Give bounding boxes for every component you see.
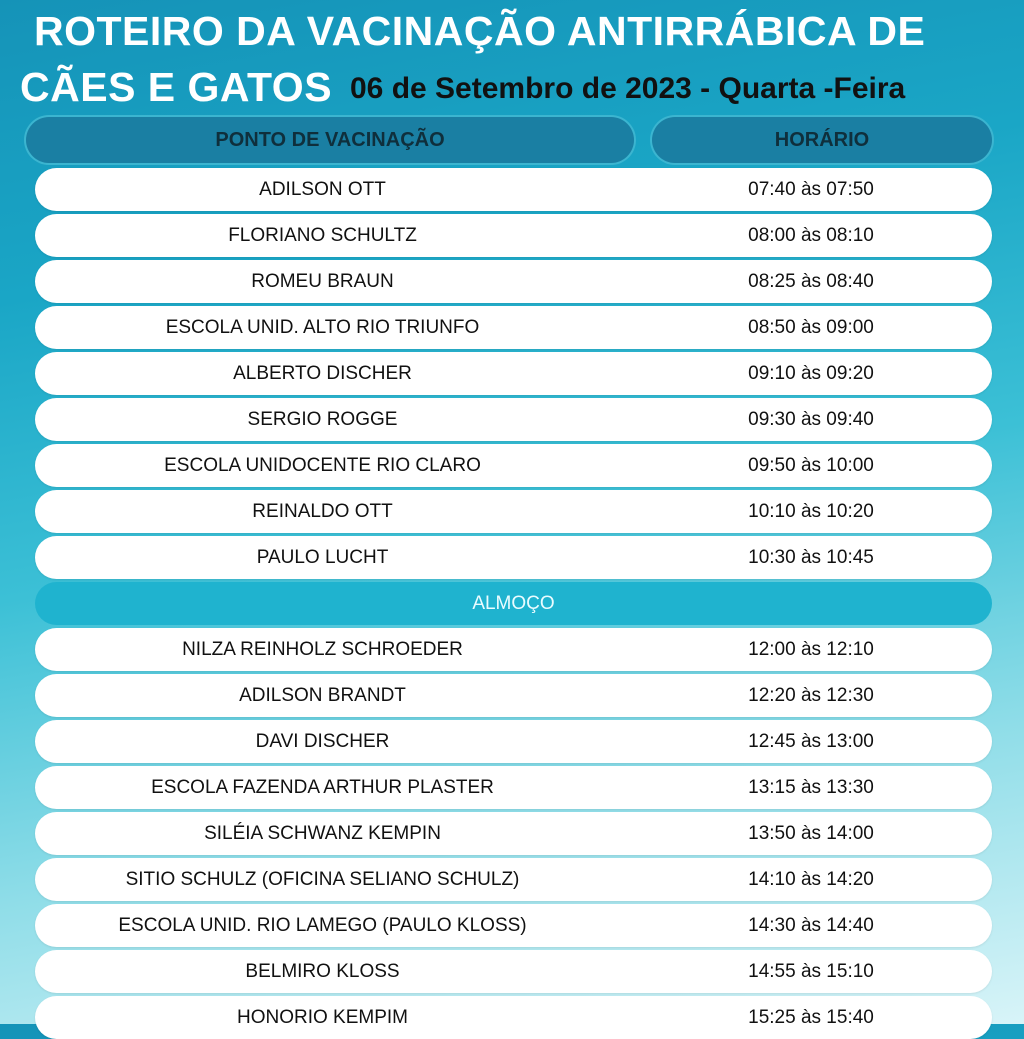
table-row: ESCOLA UNID. RIO LAMEGO (PAULO KLOSS) 14:…: [35, 904, 992, 947]
location-name: ESCOLA UNID. RIO LAMEGO (PAULO KLOSS): [118, 914, 527, 936]
time-range: 14:10 às 14:20: [748, 868, 874, 890]
location-name: ESCOLA UNID. ALTO RIO TRIUNFO: [165, 316, 480, 338]
table-row: FLORIANO SCHULTZ 08:00 às 08:10: [35, 214, 992, 257]
table-row: ALBERTO DISCHER 09:10 às 09:20: [35, 352, 992, 395]
table-row: NILZA REINHOLZ SCHROEDER 12:00 às 12:10: [35, 628, 992, 671]
table-row: ESCOLA UNIDOCENTE RIO CLARO 09:50 às 10:0…: [35, 444, 992, 487]
time-range: 15:25 às 15:40: [748, 1006, 874, 1028]
schedule-table: ADILSON OTT 07:40 às 07:50 FLORIANO SCHULT…: [35, 168, 992, 1039]
table-row: ESCOLA FAZENDA ARTHUR PLASTER 13:15 às 13…: [35, 766, 992, 809]
table-row: ROMEU BRAUN 08:25 às 08:40: [35, 260, 992, 303]
location-name: ADILSON BRANDT: [239, 684, 406, 706]
time-range: 10:30 às 10:45: [748, 546, 874, 568]
time-range: 14:30 às 14:40: [748, 914, 874, 936]
location-name: ALBERTO DISCHER: [233, 362, 412, 384]
time-range: 12:45 às 13:00: [748, 730, 874, 752]
location-name: REINALDO OTT: [252, 500, 393, 522]
time-range: 09:30 às 09:40: [748, 408, 874, 430]
column-header-location: PONTO DE VACINAÇÃO: [26, 117, 634, 163]
location-name: SERGIO ROGGE: [247, 408, 398, 430]
location-name: NILZA REINHOLZ SCHROEDER: [182, 638, 463, 660]
location-name: HONORIO KEMPIM: [236, 1006, 408, 1028]
title-line-1: ROTEIRO DA VACINAÇÃO ANTIRRÁBICA DE: [34, 8, 926, 54]
location-name: SILÉIA SCHWANZ KEMPIN: [204, 822, 441, 844]
location-name: SITIO SCHULZ (OFICINA SELIANO SCHULZ): [125, 868, 520, 890]
table-row: REINALDO OTT 10:10 às 10:20: [35, 490, 992, 533]
table-row: ADILSON OTT 07:40 às 07:50: [35, 168, 992, 211]
time-range: 09:50 às 10:00: [748, 454, 874, 476]
time-range: 08:25 às 08:40: [748, 270, 874, 292]
time-range: 09:10 às 09:20: [748, 362, 874, 384]
column-header-time: HORÁRIO: [652, 117, 992, 163]
table-row: HONORIO KEMPIM 15:25 às 15:40: [35, 996, 992, 1039]
table-row: BELMIRO KLOSS 14:55 às 15:10: [35, 950, 992, 993]
lunch-break-row: ALMOÇO: [35, 582, 992, 625]
table-row: ADILSON BRANDT 12:20 às 12:30: [35, 674, 992, 717]
time-range: 13:15 às 13:30: [748, 776, 874, 798]
time-range: 12:00 às 12:10: [748, 638, 874, 660]
event-date: 06 de Setembro de 2023 - Quarta -Feira: [350, 72, 906, 105]
table-row: SILÉIA SCHWANZ KEMPIN 13:50 às 14:00: [35, 812, 992, 855]
location-name: FLORIANO SCHULTZ: [228, 224, 417, 246]
location-name: BELMIRO KLOSS: [245, 960, 400, 982]
time-range: 10:10 às 10:20: [748, 500, 874, 522]
table-row: SITIO SCHULZ (OFICINA SELIANO SCHULZ) 14:…: [35, 858, 992, 901]
table-row: ESCOLA UNID. ALTO RIO TRIUNFO 08:50 às 09…: [35, 306, 992, 349]
time-range: 12:20 às 12:30: [748, 684, 874, 706]
table-row: SERGIO ROGGE 09:30 às 09:40: [35, 398, 992, 441]
time-range: 08:00 às 08:10: [748, 224, 874, 246]
table-row: DAVI DISCHER 12:45 às 13:00: [35, 720, 992, 763]
location-name: ESCOLA UNIDOCENTE RIO CLARO: [164, 454, 481, 476]
table-row: PAULO LUCHT 10:30 às 10:45: [35, 536, 992, 579]
time-range: 07:40 às 07:50: [748, 178, 874, 200]
location-name: ESCOLA FAZENDA ARTHUR PLASTER: [151, 776, 494, 798]
time-range: 13:50 às 14:00: [748, 822, 874, 844]
location-name: PAULO LUCHT: [256, 546, 389, 568]
location-name: DAVI DISCHER: [255, 730, 390, 752]
time-range: 08:50 às 09:00: [748, 316, 874, 338]
location-name: ROMEU BRAUN: [251, 270, 394, 292]
location-name: ADILSON OTT: [259, 178, 386, 200]
time-range: 14:55 às 15:10: [748, 960, 874, 982]
title-line-2: CÃES E GATOS: [20, 64, 333, 110]
